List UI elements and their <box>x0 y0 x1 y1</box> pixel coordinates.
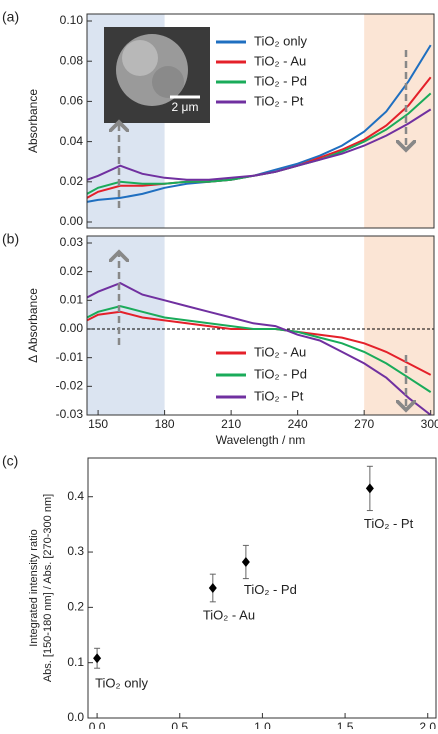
x-tick-label: 210 <box>221 417 241 431</box>
data-point <box>365 483 374 494</box>
data-point <box>208 583 217 593</box>
legend-label: TiO₂ - Pt <box>254 93 304 108</box>
y-tick-label: 0.2 <box>67 600 84 614</box>
y-tick-label: 0.1 <box>67 655 84 669</box>
y-axis-label: Abs. [150-180 nm] / Abs. [270-300 nm] <box>42 494 54 682</box>
particle <box>122 40 158 76</box>
legend-label: TiO₂ - Pd <box>254 73 307 88</box>
point-label: TiO₂ - Au <box>203 607 255 622</box>
frame <box>87 457 437 719</box>
particle <box>152 66 184 98</box>
legend-label: TiO₂ - Pt <box>254 388 304 403</box>
y-tick-label: 0.00 <box>60 214 84 228</box>
y-tick-label: 0.01 <box>60 293 84 307</box>
y-tick-label: -0.01 <box>56 350 84 364</box>
y-axis-label: Integrated intensity ratio <box>28 529 40 646</box>
y-tick-label: 0.0 <box>67 710 84 724</box>
y-tick-label: 0.02 <box>60 174 84 188</box>
y-axis-label: Δ Absorbance <box>26 288 40 363</box>
x-tick-label: 150 <box>88 417 108 431</box>
legend-label: TiO₂ - Au <box>254 53 306 68</box>
spectrum-line <box>86 305 432 393</box>
y-tick-label: 0.00 <box>60 321 84 335</box>
y-tick-label: -0.03 <box>56 407 84 421</box>
panel-label: (b) <box>2 231 19 247</box>
panel-label: (a) <box>2 9 19 25</box>
inset-image: 2 μm <box>104 27 210 123</box>
x-tick-label: 300 <box>421 417 438 431</box>
y-tick-label: 0.10 <box>60 13 84 27</box>
y-tick-label: -0.02 <box>56 379 84 393</box>
legend-label: TiO₂ only <box>254 33 307 48</box>
point-label: TiO₂ - Pd <box>244 582 297 597</box>
x-tick-label: 240 <box>288 417 308 431</box>
x-tick-label: 1.0 <box>254 720 271 729</box>
legend-label: TiO₂ - Au <box>254 344 306 359</box>
scale-label: 2 μm <box>172 100 199 114</box>
x-axis-label: Wavelength / nm <box>216 433 306 447</box>
y-tick-label: 0.4 <box>67 489 84 503</box>
point-label: TiO₂ - Pt <box>364 516 414 531</box>
y-tick-label: 0.3 <box>67 544 84 558</box>
x-tick-label: 1.5 <box>337 720 354 729</box>
y-axis-label: Absorbance <box>26 89 40 153</box>
y-tick-label: 0.04 <box>60 134 84 148</box>
x-tick-label: 0.5 <box>171 720 188 729</box>
data-point <box>93 653 102 664</box>
shaded-region <box>87 236 165 415</box>
legend-label: TiO₂ - Pd <box>254 366 307 381</box>
y-tick-label: 0.08 <box>60 53 84 67</box>
y-tick-label: 0.02 <box>60 264 84 278</box>
x-tick-label: 2.0 <box>419 720 436 729</box>
y-tick-label: 0.03 <box>60 235 84 249</box>
shaded-region <box>364 236 434 415</box>
y-tick-label: 0.06 <box>60 94 84 108</box>
frame <box>86 13 435 229</box>
data-point <box>241 557 250 567</box>
x-tick-label: 0.0 <box>89 720 106 729</box>
x-tick-label: 270 <box>354 417 374 431</box>
spectrum-line <box>86 282 432 416</box>
x-tick-label: 180 <box>155 417 175 431</box>
panel-label: (c) <box>2 453 18 469</box>
frame <box>86 235 435 416</box>
point-label: TiO₂ only <box>95 676 148 691</box>
spectrum-line <box>86 108 432 181</box>
